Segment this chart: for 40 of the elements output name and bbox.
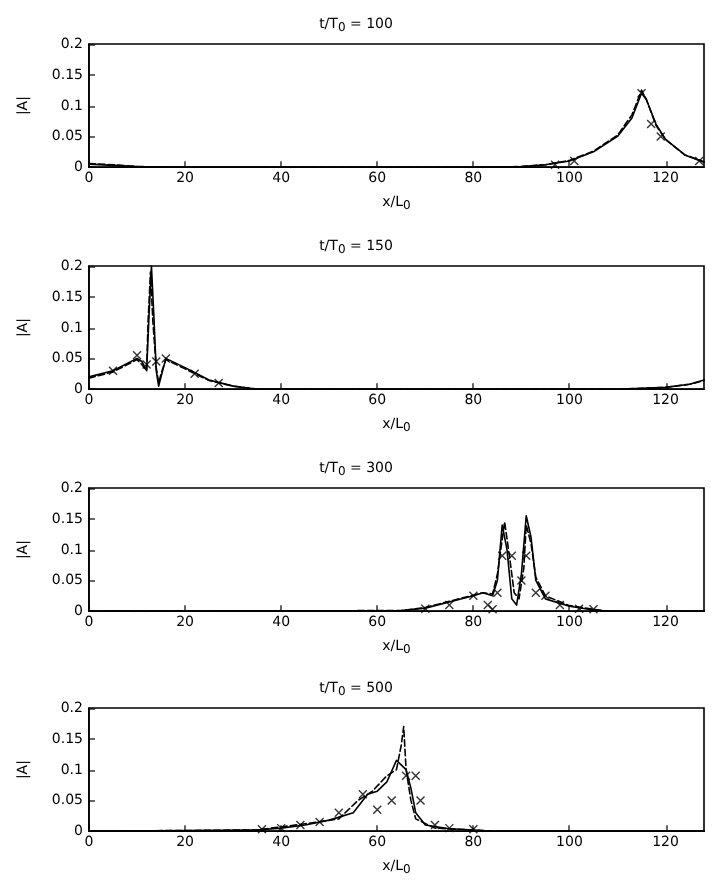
point xyxy=(521,550,531,560)
point xyxy=(540,590,551,600)
point xyxy=(531,587,541,597)
point xyxy=(386,796,397,806)
point xyxy=(151,356,161,366)
point xyxy=(411,771,421,781)
point xyxy=(189,368,200,378)
point xyxy=(401,771,411,781)
point xyxy=(656,131,666,142)
point xyxy=(161,353,171,363)
point xyxy=(108,365,118,375)
point xyxy=(569,156,579,166)
point xyxy=(132,350,142,360)
point xyxy=(588,603,599,614)
point xyxy=(694,156,704,166)
point xyxy=(468,825,479,835)
point xyxy=(430,820,440,831)
point xyxy=(492,587,503,597)
point xyxy=(483,599,493,609)
point xyxy=(358,790,368,800)
point xyxy=(444,599,455,609)
point xyxy=(214,377,224,388)
point xyxy=(295,820,306,831)
point xyxy=(555,599,565,609)
point xyxy=(468,590,479,600)
point xyxy=(444,823,455,834)
point xyxy=(497,550,507,560)
point xyxy=(636,88,647,98)
point xyxy=(420,603,431,613)
point xyxy=(334,808,344,818)
point xyxy=(574,603,584,613)
point xyxy=(314,817,325,828)
point xyxy=(141,359,152,369)
point xyxy=(257,825,267,835)
point xyxy=(646,119,656,129)
point xyxy=(372,805,382,815)
point xyxy=(415,796,426,806)
point xyxy=(550,160,560,170)
point xyxy=(487,603,498,614)
point xyxy=(507,550,517,560)
